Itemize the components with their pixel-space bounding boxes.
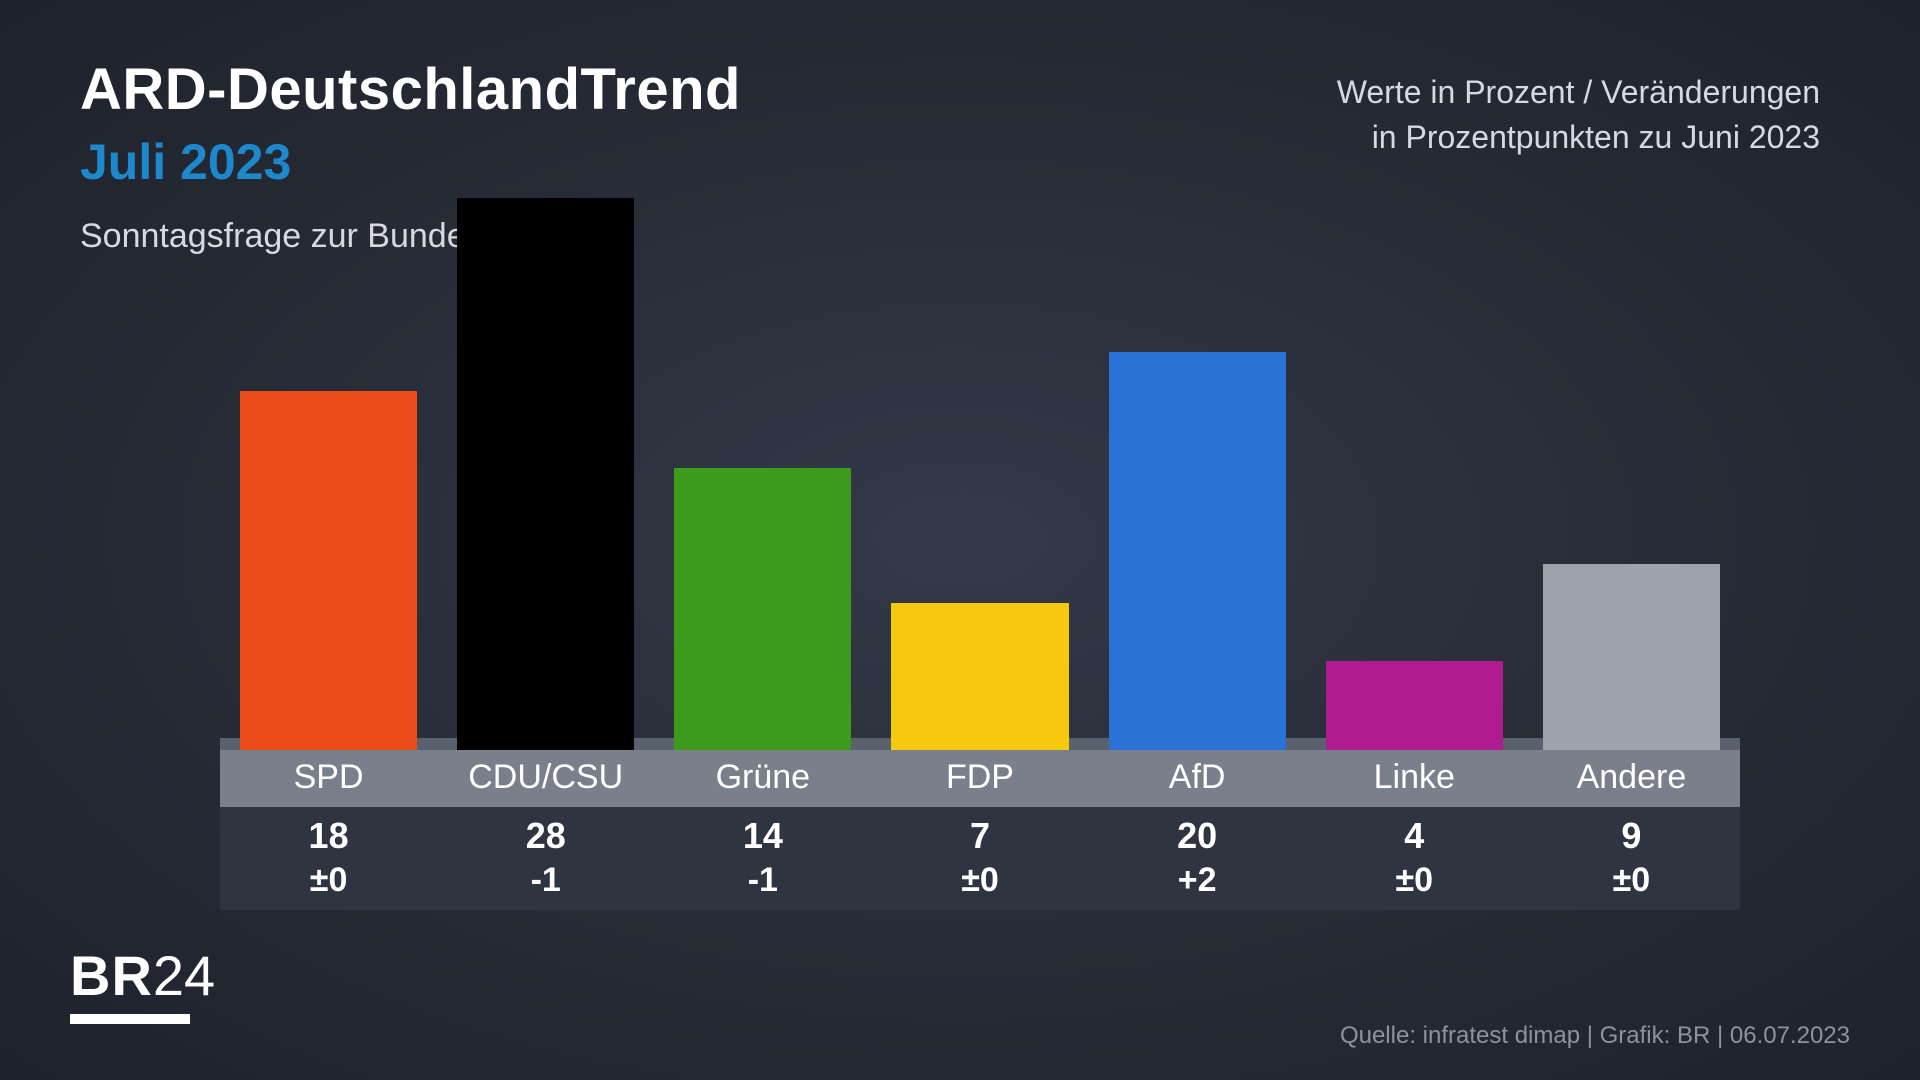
logo-text-br: BR	[70, 943, 153, 1008]
logo-text-24: 24	[153, 944, 215, 1007]
party-change: +2	[1109, 861, 1286, 910]
accent-strip	[1543, 738, 1720, 750]
party-value: 18	[240, 807, 417, 861]
party-label: Linke	[1326, 750, 1503, 807]
accent-strip	[457, 738, 634, 750]
note-line-1: Werte in Prozent / Veränderungen	[1337, 70, 1820, 115]
note-line-2: in Prozentpunkten zu Juni 2023	[1337, 115, 1820, 160]
br24-logo: BR24	[70, 943, 215, 1024]
chart-date: Juli 2023	[80, 133, 741, 191]
accent-strip	[674, 738, 851, 750]
party-change: -1	[674, 861, 851, 910]
party-label: SPD	[240, 750, 417, 807]
party-value: 9	[1543, 807, 1720, 861]
bar	[457, 198, 634, 738]
bar	[240, 391, 417, 738]
bar-slot	[1326, 661, 1503, 738]
labels-row: SPD CDU/CSU Grüne FDP AfD Linke Andere	[220, 750, 1740, 807]
bar-chart: SPD CDU/CSU Grüne FDP AfD Linke Andere 18 28 14 7…	[220, 198, 1740, 910]
party-value: 14	[674, 807, 851, 861]
accent-strip	[1326, 738, 1503, 750]
accent-row	[220, 738, 1740, 750]
source-text: Quelle: infratest dimap | Grafik: BR | 0…	[1340, 1022, 1850, 1050]
party-value: 20	[1109, 807, 1286, 861]
bar	[891, 603, 1068, 738]
changes-row: ±0 -1 -1 ±0 +2 ±0 ±0	[220, 861, 1740, 910]
party-label: CDU/CSU	[457, 750, 634, 807]
accent-strip	[1109, 738, 1286, 750]
party-label: Grüne	[674, 750, 851, 807]
accent-strip	[240, 738, 417, 750]
party-label: Andere	[1543, 750, 1720, 807]
party-value: 28	[457, 807, 634, 861]
bar-slot	[1543, 564, 1720, 738]
party-value: 7	[891, 807, 1068, 861]
party-change: ±0	[1326, 861, 1503, 910]
bars-area	[220, 198, 1740, 738]
bar	[1543, 564, 1720, 738]
accent-strip	[891, 738, 1068, 750]
party-label: FDP	[891, 750, 1068, 807]
bar-slot	[457, 198, 634, 738]
bar-slot	[240, 391, 417, 738]
bar-slot	[1109, 352, 1286, 738]
bar	[674, 468, 851, 738]
party-value: 4	[1326, 807, 1503, 861]
party-change: -1	[457, 861, 634, 910]
party-change: ±0	[891, 861, 1068, 910]
bar	[1109, 352, 1286, 738]
chart-note: Werte in Prozent / Veränderungen in Proz…	[1337, 70, 1820, 160]
party-label: AfD	[1109, 750, 1286, 807]
chart-title: ARD-DeutschlandTrend	[80, 56, 741, 123]
values-row: 18 28 14 7 20 49	[220, 807, 1740, 861]
bar	[1326, 661, 1503, 738]
party-change: ±0	[1543, 861, 1720, 910]
bar-slot	[891, 603, 1068, 738]
logo-underline	[70, 1014, 190, 1024]
party-change: ±0	[240, 861, 417, 910]
bar-slot	[674, 468, 851, 738]
